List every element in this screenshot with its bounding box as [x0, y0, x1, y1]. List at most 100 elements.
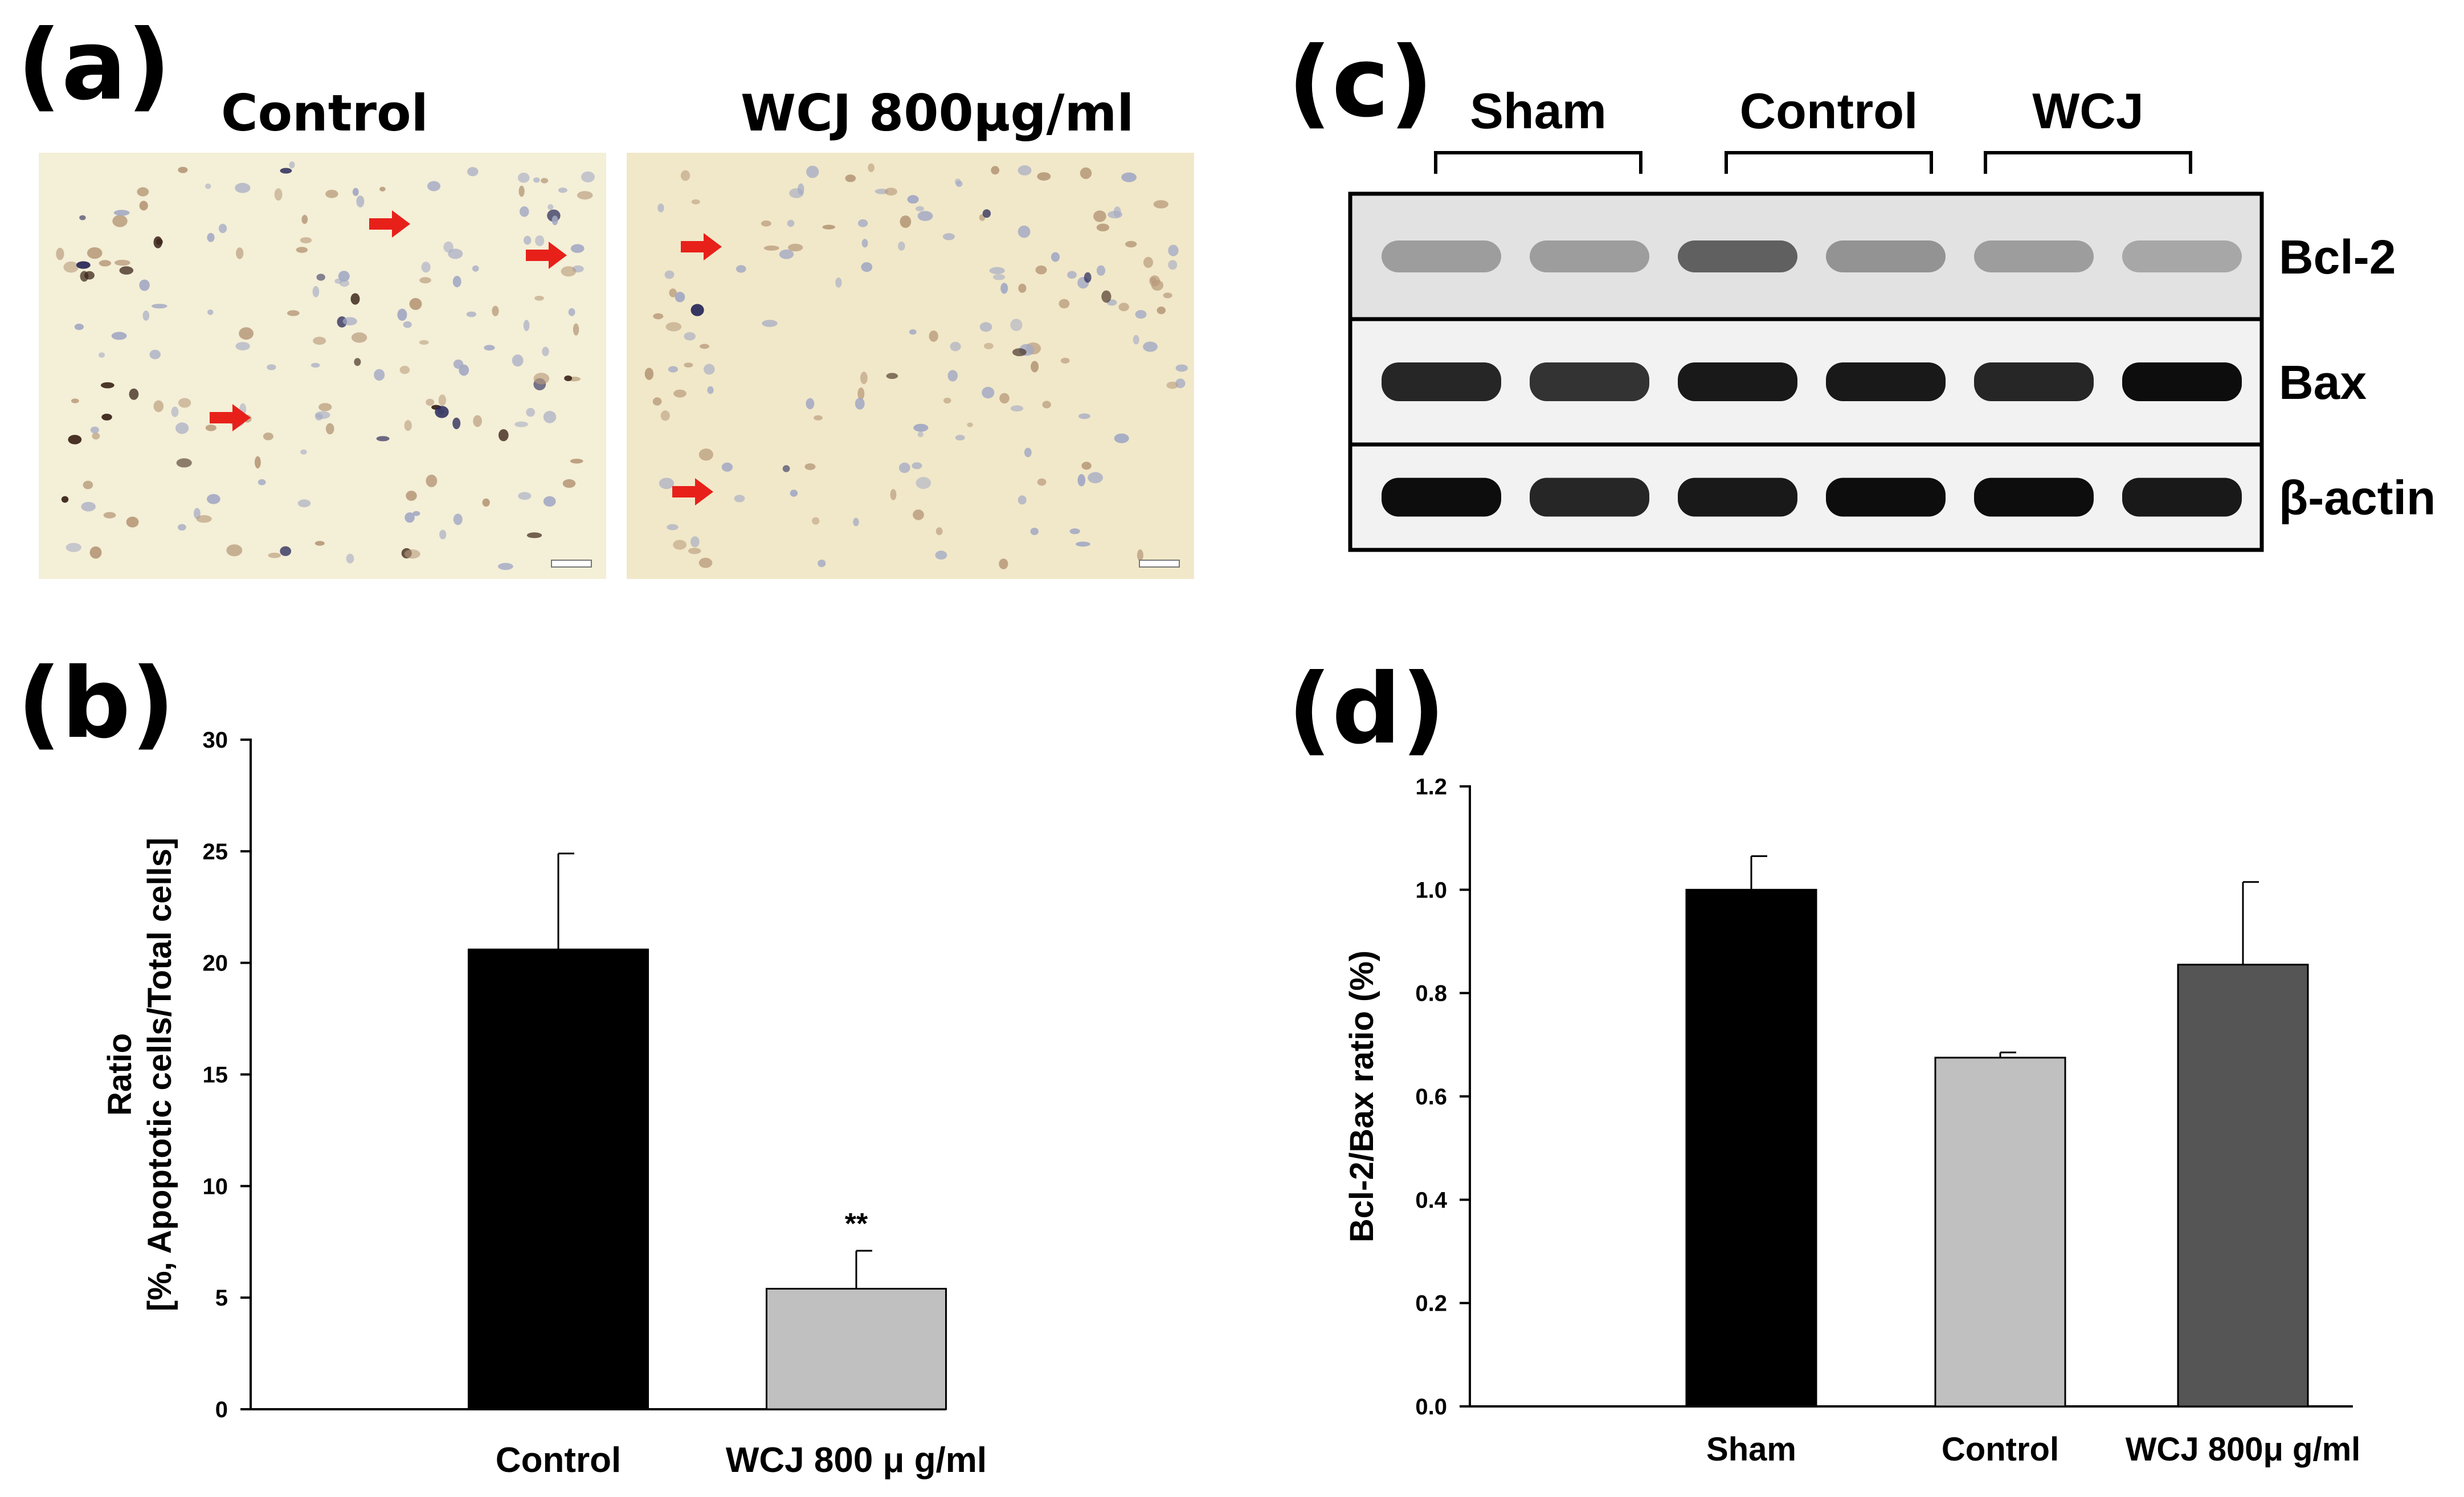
cell [467, 167, 479, 177]
cell [790, 490, 798, 497]
y-tick-label: 25 [203, 839, 228, 864]
bar [468, 948, 649, 1410]
cell [80, 271, 89, 282]
cell [334, 278, 343, 284]
cell [56, 247, 64, 260]
cell [673, 540, 687, 550]
x-category-label: Sham [1706, 1431, 1796, 1468]
cell [1077, 474, 1086, 487]
cell [226, 544, 243, 557]
cell [103, 512, 116, 519]
micrograph-wcj [627, 153, 1194, 579]
cell [205, 183, 211, 189]
cell [1080, 167, 1092, 180]
cell [153, 400, 164, 413]
cell [526, 532, 542, 539]
cell [142, 311, 150, 321]
cell [1143, 256, 1153, 268]
cell [675, 292, 685, 303]
y-tick-label: 0.4 [1415, 1188, 1447, 1213]
cell [1113, 206, 1121, 218]
cell [917, 431, 924, 438]
cell [782, 465, 790, 472]
cell [886, 373, 898, 379]
cell [472, 265, 479, 272]
cell [403, 321, 412, 328]
cell [1118, 303, 1129, 312]
cell [1088, 472, 1103, 484]
cell [171, 406, 179, 417]
y-tick-label: 10 [203, 1174, 228, 1199]
cell [984, 342, 994, 349]
cell [280, 546, 292, 556]
cell [439, 529, 447, 540]
cell [404, 512, 415, 523]
cell [427, 181, 440, 191]
cell [688, 548, 701, 554]
cell [534, 296, 544, 301]
cell [178, 166, 188, 173]
cell [551, 215, 558, 226]
cell [787, 219, 795, 227]
cell [68, 435, 82, 444]
cell [1114, 433, 1129, 443]
blot-band [1826, 362, 1946, 401]
cell [644, 368, 654, 380]
cell [1069, 528, 1080, 535]
cell [857, 219, 868, 227]
blot-band [1382, 362, 1501, 401]
cell [704, 364, 715, 375]
cell [698, 557, 713, 568]
cell [947, 370, 958, 382]
cell [779, 249, 794, 259]
cell [835, 277, 842, 288]
cell [665, 322, 682, 332]
cell [526, 407, 536, 417]
cell [61, 496, 69, 503]
cell [87, 247, 103, 259]
cell [113, 210, 130, 216]
cell [268, 552, 281, 558]
scale-bar [551, 560, 592, 568]
blot-band [1530, 362, 1649, 401]
cell [101, 414, 112, 421]
cell [1175, 364, 1188, 372]
cell [860, 372, 868, 385]
cell [318, 403, 332, 411]
blot-group-label: WCJ [2032, 83, 2144, 139]
cell [698, 448, 713, 461]
cell [900, 215, 912, 228]
cell [218, 223, 227, 233]
cell [1051, 252, 1060, 262]
y-tick-label: 1.0 [1415, 878, 1447, 903]
cell [81, 501, 96, 512]
cell [267, 364, 276, 370]
chart-b: 0 5 10 15 20 25 30 Control WCJ 800 μ g/ml ** Ratio… [101, 728, 987, 1480]
red-arrow-icon [526, 242, 567, 269]
cell [542, 346, 549, 357]
cell [1030, 528, 1039, 535]
chart-d: 0.0 0.2 0.4 0.6 0.8 1.0 1.2 Sham Control WCJ 800μ… [1343, 774, 2361, 1468]
cell [175, 422, 189, 434]
cell [66, 542, 81, 552]
y-tick-label: 30 [203, 728, 228, 753]
cell [1018, 495, 1027, 505]
cell [342, 317, 357, 326]
cell [100, 382, 115, 389]
cell [1018, 283, 1027, 293]
cell [652, 397, 662, 406]
cell [289, 161, 295, 169]
blot-band [1382, 240, 1501, 272]
cell [1067, 271, 1077, 279]
cell [562, 479, 576, 488]
cell [473, 415, 482, 427]
cell [1096, 265, 1106, 276]
cell [297, 499, 311, 508]
cell [1163, 292, 1172, 299]
cell [255, 456, 261, 469]
group-bracket [1434, 151, 1642, 174]
x-category-label: WCJ 800μ g/ml [2126, 1431, 2361, 1468]
cell [955, 181, 963, 187]
cell [1035, 265, 1047, 275]
cell [912, 462, 922, 470]
